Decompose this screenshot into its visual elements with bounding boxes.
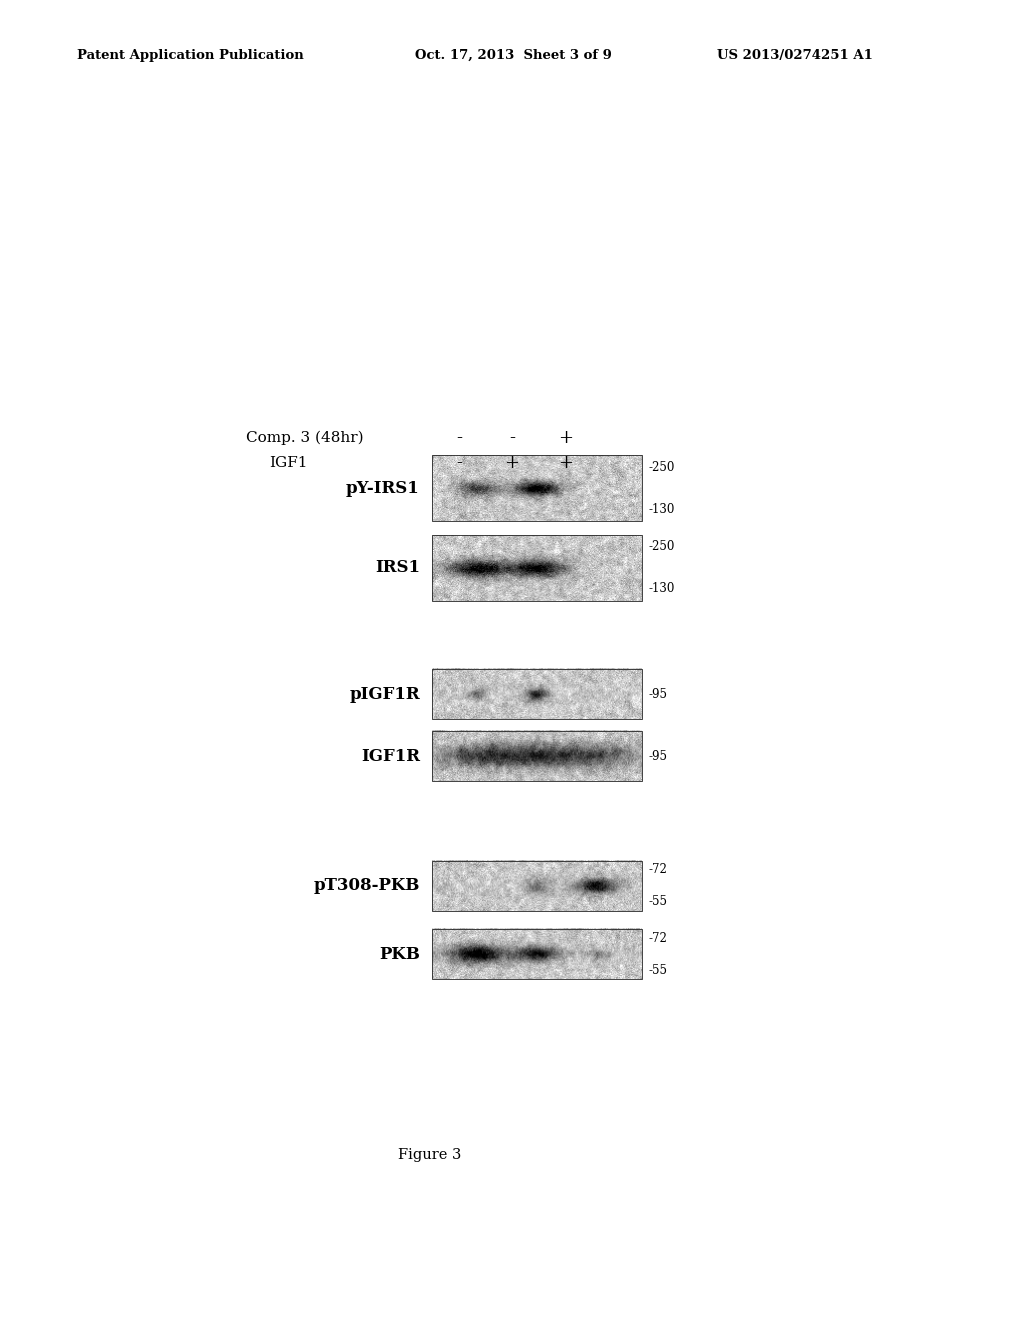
Text: Figure 3: Figure 3: [398, 1148, 462, 1162]
Text: +: +: [558, 429, 572, 447]
Text: pY-IRS1: pY-IRS1: [346, 480, 420, 496]
Text: -: -: [456, 429, 462, 447]
Text: IRS1: IRS1: [375, 560, 420, 576]
Text: -72: -72: [648, 863, 667, 876]
Text: -95: -95: [648, 750, 668, 763]
Bar: [432, 861, 642, 911]
Text: US 2013/0274251 A1: US 2013/0274251 A1: [717, 49, 872, 62]
Text: -250: -250: [648, 461, 675, 474]
Text: +: +: [558, 454, 572, 473]
Bar: [432, 929, 642, 979]
Text: -55: -55: [648, 895, 668, 908]
Text: Comp. 3 (48hr): Comp. 3 (48hr): [246, 432, 364, 445]
Text: pIGF1R: pIGF1R: [349, 686, 420, 702]
Bar: [432, 669, 642, 719]
Text: -250: -250: [648, 540, 675, 553]
Bar: [432, 535, 642, 601]
Text: IGF1: IGF1: [269, 457, 308, 470]
Text: -: -: [456, 454, 462, 473]
Text: -72: -72: [648, 932, 667, 945]
Text: -95: -95: [648, 688, 668, 701]
Text: IGF1R: IGF1R: [360, 748, 420, 764]
Text: -55: -55: [648, 964, 668, 977]
Text: Patent Application Publication: Patent Application Publication: [77, 49, 303, 62]
Text: -130: -130: [648, 503, 675, 516]
Text: +: +: [505, 454, 519, 473]
Text: Oct. 17, 2013  Sheet 3 of 9: Oct. 17, 2013 Sheet 3 of 9: [415, 49, 611, 62]
Text: -130: -130: [648, 582, 675, 595]
Text: -: -: [509, 429, 515, 447]
Bar: [432, 731, 642, 781]
Bar: [432, 455, 642, 521]
Text: pT308-PKB: pT308-PKB: [313, 878, 420, 894]
Text: PKB: PKB: [379, 946, 420, 962]
